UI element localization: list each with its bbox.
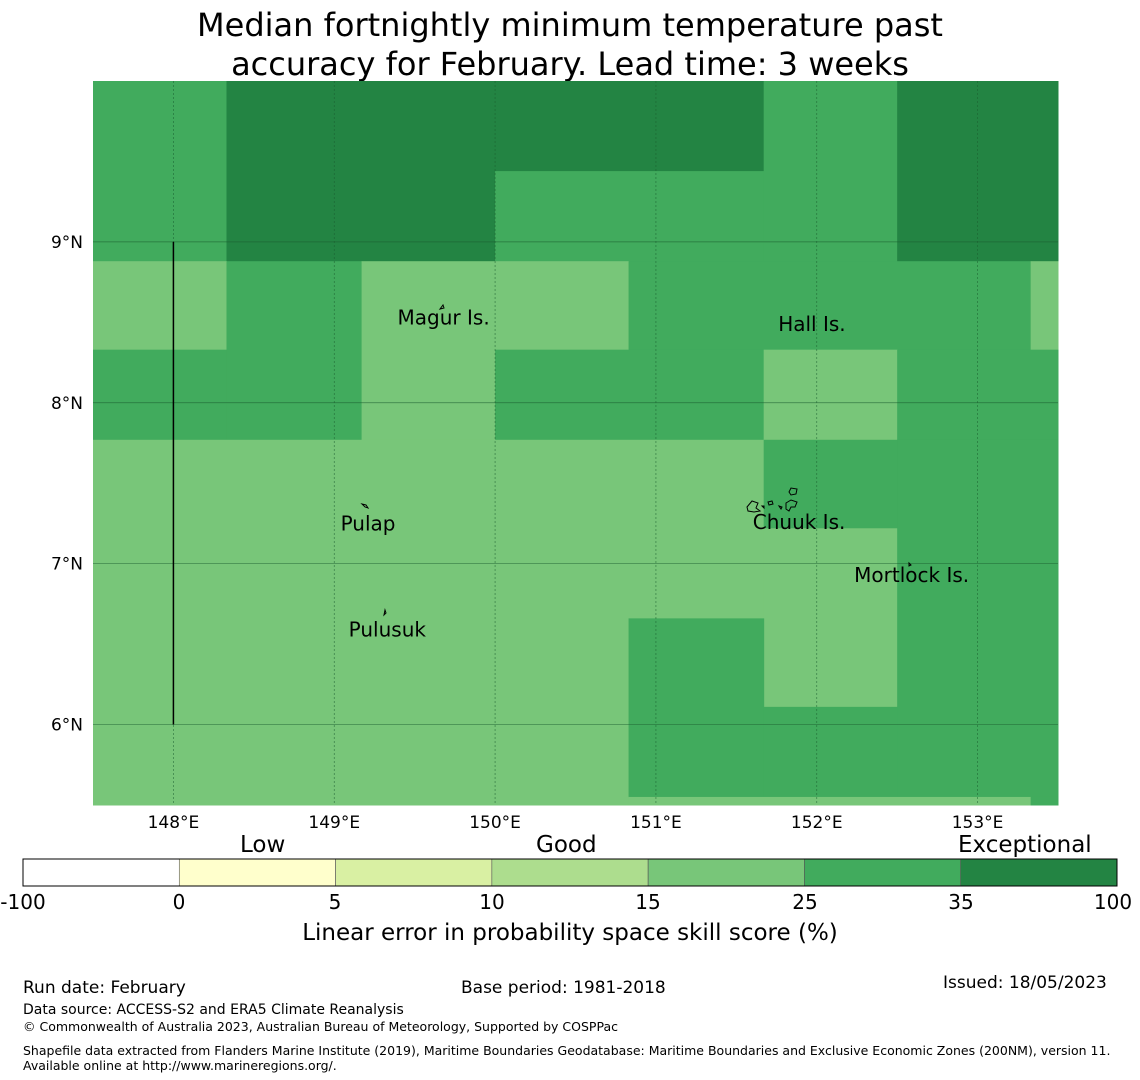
- skill-cell-11: [1030, 261, 1059, 351]
- issued-date: Issued: 18/05/2023: [943, 973, 1107, 993]
- skill-cell-6: [93, 261, 227, 351]
- run-date: Run date: February: [23, 978, 186, 998]
- place-label: Magur Is.: [398, 306, 490, 330]
- map-title-line-2: accuracy for February. Lead time: 3 week…: [231, 45, 909, 83]
- place-labels: Magur Is. Hall Is. Pulap Chuuk Is. Mortlock …: [341, 306, 970, 642]
- category-exceptional-label: Exceptional: [958, 832, 1092, 858]
- lat-tick-label: 7°N: [51, 555, 83, 575]
- skill-cell-3: [495, 171, 765, 262]
- skill-cell-18: [763, 528, 898, 708]
- colorbar-tick-label: 25: [792, 890, 818, 914]
- longitude-tick-labels: 148°E 149°E 150°E 151°E 152°E 153°E: [148, 813, 1004, 833]
- colorbar-title: Linear error in probability space skill …: [302, 920, 838, 946]
- skill-cell-2: [495, 81, 765, 172]
- colorbar-tick-label: 100: [1093, 890, 1133, 914]
- colorbar-outline: [22, 858, 1118, 887]
- colorbar-tick-label: 15: [635, 890, 661, 914]
- lon-tick-label: 150°E: [469, 813, 521, 833]
- magur-island-outline: [438, 303, 445, 310]
- colorbar-tick-label: 35: [948, 890, 974, 914]
- skill-cell-16: [93, 439, 765, 619]
- skill-cell-12: [93, 349, 227, 441]
- place-label: Pulusuk: [349, 618, 427, 642]
- place-label: Chuuk Is.: [753, 510, 846, 534]
- place-label: Mortlock Is.: [854, 563, 969, 587]
- chuuk-lagoon-outline: [746, 487, 798, 513]
- island-outlines: [360, 303, 912, 617]
- lon-tick-label: 149°E: [308, 813, 360, 833]
- skill-cell-1: [226, 81, 496, 262]
- category-low-label: Low: [240, 832, 286, 858]
- pulusuk-island-outline: [383, 608, 387, 617]
- skill-grid: [93, 81, 1059, 806]
- skill-cell-5: [897, 81, 1059, 262]
- colorbar-segment: [178, 858, 336, 887]
- colorbar-tick-label: 5: [328, 890, 342, 914]
- skill-cell-4: [763, 81, 898, 262]
- map-title-line-1: Median fortnightly minimum temperature p…: [197, 6, 943, 44]
- lat-tick-label: 9°N: [51, 233, 83, 253]
- copyright-notice: © Commonwealth of Australia 2023, Austra…: [23, 1019, 618, 1034]
- data-source: Data source: ACCESS-S2 and ERA5 Climate …: [23, 1002, 404, 1018]
- skill-cell-13: [495, 349, 765, 441]
- skill-cell-21: [628, 618, 765, 798]
- skill-cell-17: [763, 439, 898, 529]
- skill-cell-23: [628, 796, 1032, 806]
- skill-cell-20: [93, 618, 630, 806]
- latitude-tick-labels: 9°N 8°N 7°N 6°N: [51, 233, 83, 736]
- colorbar-segment: [960, 858, 1118, 887]
- skill-cell-22: [763, 706, 898, 798]
- skill-cell-0: [93, 81, 227, 262]
- category-good-label: Good: [536, 832, 597, 858]
- colorbar-segment: [804, 858, 962, 887]
- skill-cell-14: [763, 349, 898, 441]
- colorbar-tick-label: 10: [479, 890, 505, 914]
- colorbar: [22, 858, 1118, 887]
- lon-tick-label: 148°E: [148, 813, 200, 833]
- colorbar-segment: [491, 858, 649, 887]
- lat-tick-label: 6°N: [51, 716, 83, 736]
- colorbar-segment: [335, 858, 493, 887]
- lon-tick-label: 153°E: [952, 813, 1004, 833]
- lon-tick-label: 152°E: [791, 813, 843, 833]
- lat-tick-label: 8°N: [51, 394, 83, 414]
- colorbar-tick-label: 0: [172, 890, 186, 914]
- colorbar-tick-label: -100: [0, 890, 46, 914]
- skill-cell-7: [226, 261, 363, 441]
- skill-cell-10: [628, 261, 1032, 351]
- lon-tick-label: 151°E: [630, 813, 682, 833]
- skill-cell-24: [1030, 796, 1059, 806]
- mortlock-island-outline: [908, 561, 912, 567]
- place-label: Pulap: [341, 511, 396, 535]
- map-title: Median fortnightly minimum temperature p…: [0, 6, 1140, 84]
- place-label: Hall Is.: [778, 312, 845, 336]
- pulap-island-outline: [360, 503, 370, 509]
- skill-cell-8: [361, 261, 496, 441]
- skill-cell-9: [495, 261, 630, 351]
- base-period: Base period: 1981-2018: [461, 978, 666, 998]
- colorbar-segment: [22, 858, 180, 887]
- colorbar-segment: [647, 858, 805, 887]
- shapefile-note: Shapefile data extracted from Flanders M…: [23, 1043, 1111, 1073]
